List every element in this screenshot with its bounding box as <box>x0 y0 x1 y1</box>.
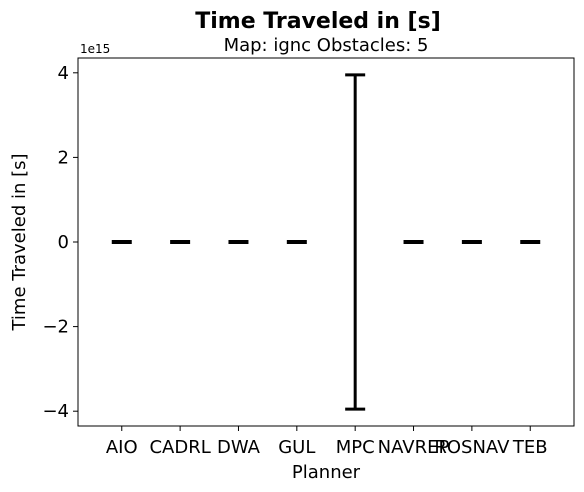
chart-subtitle: Map: ignc Obstacles: 5 <box>224 35 429 56</box>
x-tick-label: TEB <box>512 437 548 458</box>
y-tick-label: 4 <box>58 63 69 84</box>
x-tick-label: MPC <box>336 437 375 458</box>
x-tick-label: ROSNAV <box>434 437 510 458</box>
x-tick-label: DWA <box>217 437 261 458</box>
x-tick-label: CADRL <box>149 437 210 458</box>
x-tick-label: NAVREP <box>378 437 450 458</box>
y-axis: −4 −2 0 2 4 <box>42 63 78 422</box>
y-offset-label: 1e15 <box>80 42 110 56</box>
y-tick-label: 0 <box>58 232 69 253</box>
chart-title: Time Traveled in [s] <box>195 9 441 34</box>
x-axis-label: Planner <box>292 462 361 483</box>
y-tick-label: 2 <box>58 147 69 168</box>
x-tick-label: AIO <box>106 437 138 458</box>
y-tick-label: −2 <box>42 317 69 338</box>
plot-area <box>111 73 541 411</box>
x-tick-label: GUL <box>278 437 315 458</box>
y-tick-label: −4 <box>42 401 69 422</box>
plot-frame <box>77 57 575 427</box>
y-axis-label: Time Traveled in [s] <box>9 153 30 331</box>
